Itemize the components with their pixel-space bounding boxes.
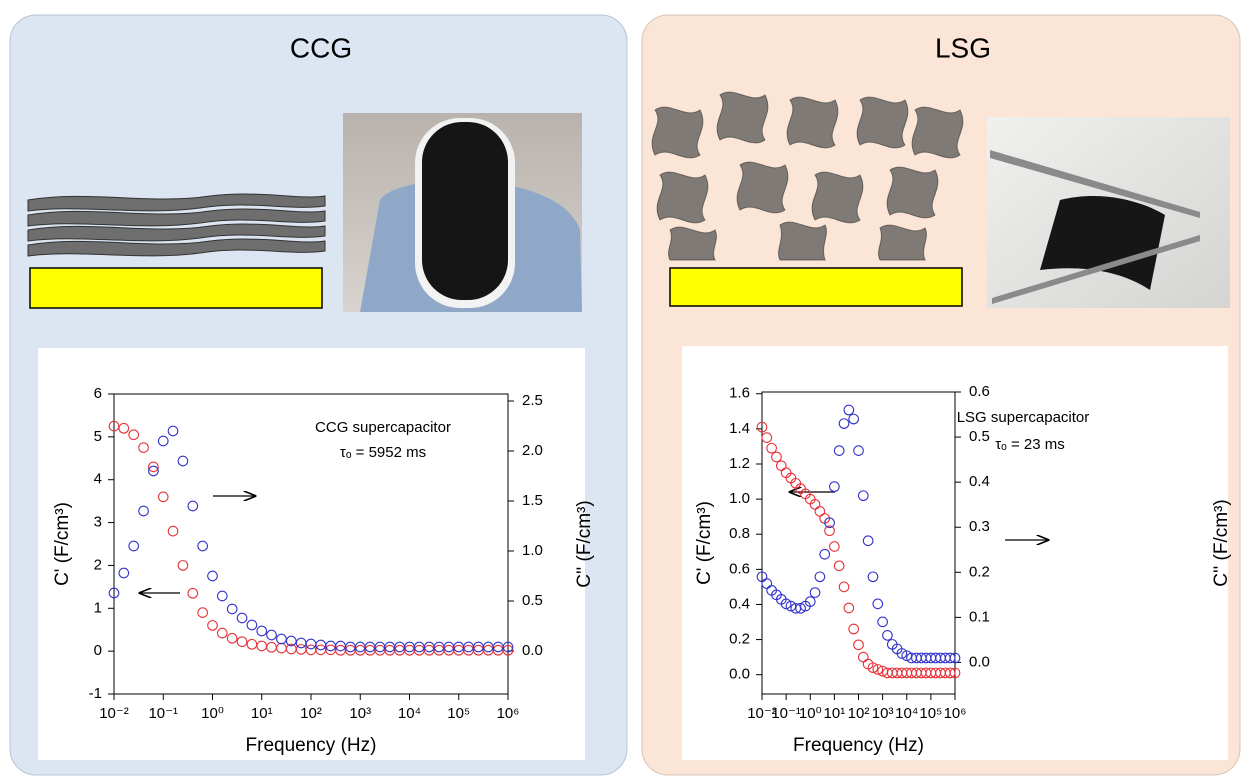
x-axis-label: Frequency (Hz)	[793, 735, 924, 756]
x-tick-label: 10⁶	[944, 705, 967, 722]
y2-axis-label: C'' (F/cm³)	[574, 500, 595, 587]
x-tick-label: 10⁻²	[99, 705, 129, 722]
y2-tick-label: 2.5	[522, 392, 543, 409]
y-tick-label: 1	[94, 599, 102, 616]
annotation: τₒ = 5952 ms	[340, 444, 426, 461]
y-tick-label: 1.4	[729, 420, 750, 437]
y-tick-label: 0.0	[729, 666, 750, 683]
x-axis-label: Frequency (Hz)	[246, 735, 377, 756]
y-tick-label: 4	[94, 471, 102, 488]
y2-tick-label: 0.4	[969, 473, 990, 490]
y-tick-label: 0.8	[729, 525, 750, 542]
y-axis-label: C' (F/cm³)	[52, 502, 73, 586]
y2-axis-label: C'' (F/cm³)	[1211, 499, 1232, 586]
substrate	[30, 268, 322, 308]
y2-tick-label: 0.0	[969, 653, 990, 670]
panel-title: LSG	[935, 32, 991, 63]
x-tick-label: 10⁶	[497, 705, 520, 722]
x-tick-label: 10⁴	[398, 705, 421, 722]
x-tick-label: 10⁻¹	[771, 705, 801, 722]
figure: CCG LSG 10⁻²	[0, 0, 1248, 779]
annotation: τₒ = 23 ms	[995, 436, 1065, 453]
y-tick-label: 0.4	[729, 595, 750, 612]
y-tick-label: 0.2	[729, 631, 750, 648]
x-tick-label: 10²	[300, 705, 322, 722]
y-tick-label: 2	[94, 556, 102, 573]
y2-tick-label: 0.3	[969, 518, 990, 535]
x-tick-label: 10⁰	[799, 705, 822, 722]
x-tick-label: 10⁻¹	[148, 705, 178, 722]
x-tick-label: 10³	[349, 705, 371, 722]
y-tick-label: 0	[94, 642, 102, 659]
y2-tick-label: 0.5	[522, 592, 543, 609]
x-tick-label: 10¹	[251, 705, 273, 722]
x-tick-label: 10⁰	[201, 705, 224, 722]
y-tick-label: 5	[94, 428, 102, 445]
x-tick-label: 10⁵	[919, 705, 942, 722]
ccg-photo	[343, 113, 582, 312]
substrate	[670, 268, 962, 306]
y2-tick-label: 0.2	[969, 563, 990, 580]
annotation: CCG supercapacitor	[315, 419, 451, 436]
y-tick-label: 1.6	[729, 385, 750, 402]
x-tick-label: 10²	[848, 705, 870, 722]
annotation: LSG supercapacitor	[957, 409, 1090, 426]
y-tick-label: 1.0	[729, 490, 750, 507]
y-tick-label: 3	[94, 514, 102, 531]
x-tick-label: 10⁵	[447, 705, 470, 722]
y2-tick-label: 2.0	[522, 442, 543, 459]
y-tick-label: -1	[89, 685, 102, 702]
y2-tick-label: 0.1	[969, 608, 990, 625]
x-tick-label: 10¹	[824, 705, 846, 722]
y-tick-label: 0.6	[729, 560, 750, 577]
y-axis-label: C' (F/cm³)	[694, 501, 715, 585]
y-tick-label: 1.2	[729, 455, 750, 472]
y2-tick-label: 0.5	[969, 428, 990, 445]
y2-tick-label: 0.0	[522, 642, 543, 659]
y-tick-label: 6	[94, 385, 102, 402]
y2-tick-label: 1.0	[522, 542, 543, 559]
y2-tick-label: 0.6	[969, 383, 990, 400]
x-tick-label: 10³	[872, 705, 894, 722]
x-tick-label: 10⁴	[895, 705, 918, 722]
y2-tick-label: 1.5	[522, 492, 543, 509]
lsg-photo	[987, 117, 1230, 308]
panel-title: CCG	[290, 32, 352, 63]
